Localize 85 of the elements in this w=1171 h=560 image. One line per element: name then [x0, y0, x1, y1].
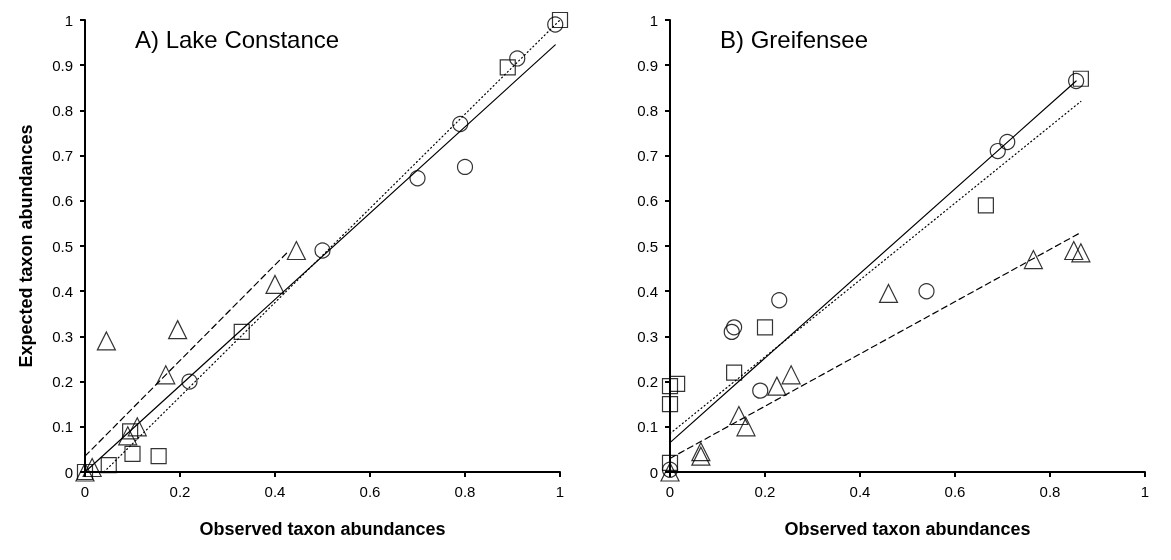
- point: [1023, 249, 1043, 270]
- chart-title: A) Lake Constance: [135, 25, 340, 53]
- point: [96, 331, 116, 351]
- point: [124, 445, 141, 463]
- point: [452, 115, 469, 133]
- x-tick-label: 0.4: [849, 483, 871, 500]
- y-tick-label: 0.2: [52, 373, 73, 391]
- y-tick-label: 0.3: [52, 327, 73, 345]
- point: [756, 319, 774, 336]
- point: [767, 376, 787, 396]
- point: [286, 240, 306, 261]
- chart-title: B) Greifensee: [720, 25, 869, 53]
- y-tick-label: 1: [649, 11, 658, 29]
- point: [509, 50, 526, 67]
- x-tick-label: 1: [555, 483, 565, 500]
- x-tick-label: 0: [80, 483, 90, 500]
- y-tick-label: 0.7: [52, 147, 73, 165]
- y-axis-title: Expected taxon abundances: [16, 124, 36, 368]
- x-tick-label: 0.6: [359, 483, 381, 500]
- point: [409, 170, 426, 187]
- point: [726, 319, 743, 336]
- y-tick-label: 0.4: [637, 282, 658, 300]
- y-tick-label: 0.9: [52, 56, 73, 74]
- point: [100, 457, 117, 474]
- point: [723, 323, 740, 340]
- x-tick-label: 0.6: [944, 483, 966, 500]
- point: [122, 423, 139, 440]
- point: [1068, 72, 1085, 90]
- point: [878, 283, 899, 304]
- point: [661, 396, 679, 413]
- point: [118, 426, 138, 446]
- point: [265, 274, 285, 295]
- point: [150, 448, 167, 465]
- x-tick-label: 0.8: [454, 483, 476, 500]
- x-tick-label: 1: [1140, 483, 1150, 500]
- point: [168, 320, 188, 340]
- point: [551, 11, 569, 29]
- point: [977, 197, 994, 214]
- point: [918, 283, 935, 300]
- point: [752, 382, 769, 399]
- point: [156, 365, 176, 385]
- y-tick-label: 0.6: [637, 192, 658, 210]
- x-axis-title: Observed taxon abundances: [199, 519, 446, 539]
- point: [547, 16, 564, 33]
- point: [181, 373, 198, 390]
- x-axis-title: Observed taxon abundances: [784, 519, 1031, 539]
- y-tick-label: 0.8: [52, 101, 73, 119]
- x-tick-label: 0.2: [754, 483, 776, 500]
- y-tick-label: 1: [64, 11, 73, 29]
- y-tick-label: 0.5: [52, 237, 73, 255]
- y-tick-label: 0.8: [637, 101, 658, 119]
- point: [771, 292, 788, 309]
- point: [127, 417, 147, 437]
- y-tick-label: 0.2: [637, 373, 658, 391]
- y-tick-label: 0: [64, 463, 73, 481]
- y-tick-label: 0: [649, 463, 658, 481]
- y-tick-label: 0.4: [52, 282, 73, 300]
- point: [781, 365, 801, 385]
- point: [82, 457, 102, 478]
- point: [1071, 243, 1091, 263]
- point: [729, 405, 749, 426]
- y-tick-label: 0.3: [637, 327, 658, 345]
- y-tick-label: 0.5: [637, 237, 658, 255]
- point: [456, 158, 474, 175]
- x-tick-label: 0.2: [169, 483, 191, 500]
- point: [661, 454, 679, 472]
- x-tick-label: 0.8: [1039, 483, 1061, 500]
- point: [669, 375, 686, 392]
- y-tick-label: 0.6: [52, 192, 73, 210]
- point: [314, 242, 331, 259]
- x-tick-label: 0.4: [264, 483, 286, 500]
- point: [999, 133, 1016, 151]
- point: [661, 378, 679, 395]
- point: [499, 59, 516, 76]
- point: [989, 142, 1006, 160]
- x-tick-label: 0: [665, 483, 675, 500]
- point: [233, 323, 250, 340]
- point: [1072, 70, 1089, 87]
- y-tick-label: 0.7: [637, 147, 658, 165]
- y-tick-label: 0.1: [52, 418, 73, 436]
- y-tick-label: 0.1: [637, 418, 658, 436]
- y-tick-label: 0.9: [637, 56, 658, 74]
- point: [736, 417, 756, 437]
- point: [726, 364, 743, 381]
- point: [1064, 240, 1084, 261]
